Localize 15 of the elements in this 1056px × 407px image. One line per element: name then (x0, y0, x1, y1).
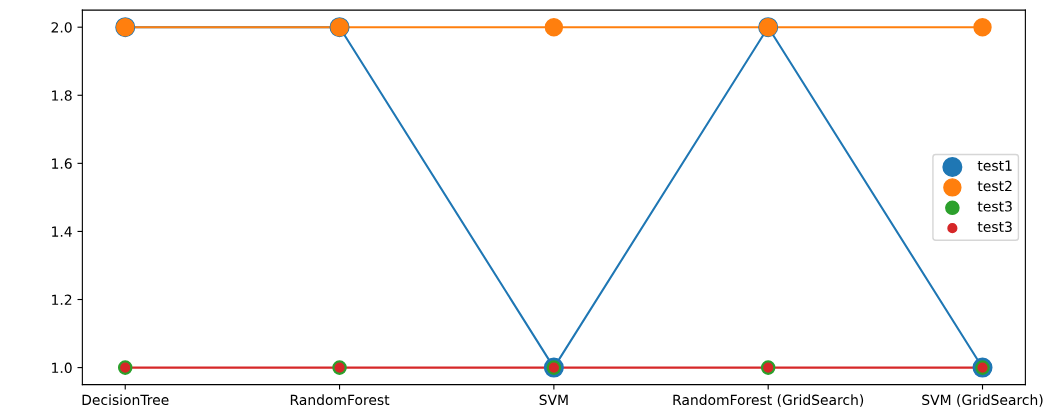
y-tick-label: 1.4 (52, 226, 72, 237)
y-tick-label: 1.2 (52, 294, 72, 305)
y-tick-label: 1.8 (52, 90, 72, 101)
legend-label: test1 (977, 160, 1012, 171)
x-tick-label: RandomForest (GridSearch) (673, 394, 864, 407)
legend-label: test2 (977, 180, 1012, 192)
x-tick-label: SVM (539, 394, 568, 406)
x-tick-label: DecisionTree (82, 394, 169, 406)
y-tick-label: 1.6 (52, 158, 72, 169)
y-tick-label: 1.0 (52, 362, 72, 374)
legend-label: test3 (977, 221, 1012, 232)
x-tick-label: SVM (GridSearch) (922, 394, 1043, 407)
y-tick-label: 2.0 (51, 22, 72, 33)
legend-label: test3 (977, 201, 1012, 212)
x-tick-label: RandomForest (290, 394, 390, 406)
